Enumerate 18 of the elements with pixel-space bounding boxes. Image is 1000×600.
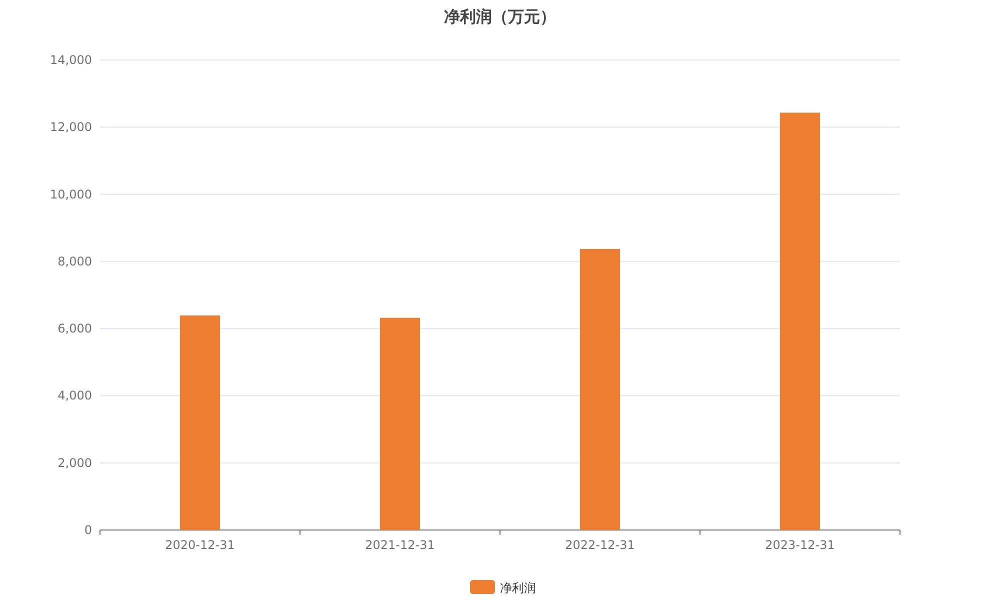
chart-title: 净利润（万元） xyxy=(444,7,556,26)
y-tick-label: 12,000 xyxy=(50,120,92,134)
x-tick-label: 2022-12-31 xyxy=(565,538,635,552)
legend-label: 净利润 xyxy=(500,581,536,595)
y-tick-label: 2,000 xyxy=(58,456,92,470)
x-tick-label: 2023-12-31 xyxy=(765,538,835,552)
y-tick-label: 8,000 xyxy=(58,254,92,268)
y-tick-label: 4,000 xyxy=(58,388,92,403)
y-tick-label: 6,000 xyxy=(58,322,92,336)
y-tick-label: 0 xyxy=(84,523,92,537)
bar xyxy=(580,249,620,530)
x-tick-label: 2021-12-31 xyxy=(365,538,435,552)
y-tick-label: 14,000 xyxy=(50,53,92,67)
x-tick-label: 2020-12-31 xyxy=(165,538,235,552)
bar xyxy=(380,318,420,530)
bar xyxy=(780,112,820,530)
y-tick-label: 10,000 xyxy=(50,187,92,202)
bar xyxy=(180,315,220,530)
